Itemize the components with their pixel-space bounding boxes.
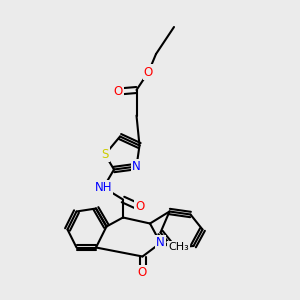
Text: O: O [144, 65, 153, 79]
Text: N: N [156, 236, 165, 250]
Text: O: O [114, 85, 123, 98]
Text: CH₃: CH₃ [168, 242, 189, 253]
Text: O: O [135, 200, 144, 214]
Text: S: S [101, 148, 109, 161]
Text: O: O [138, 266, 147, 280]
Text: NH: NH [95, 181, 112, 194]
Text: N: N [132, 160, 141, 173]
